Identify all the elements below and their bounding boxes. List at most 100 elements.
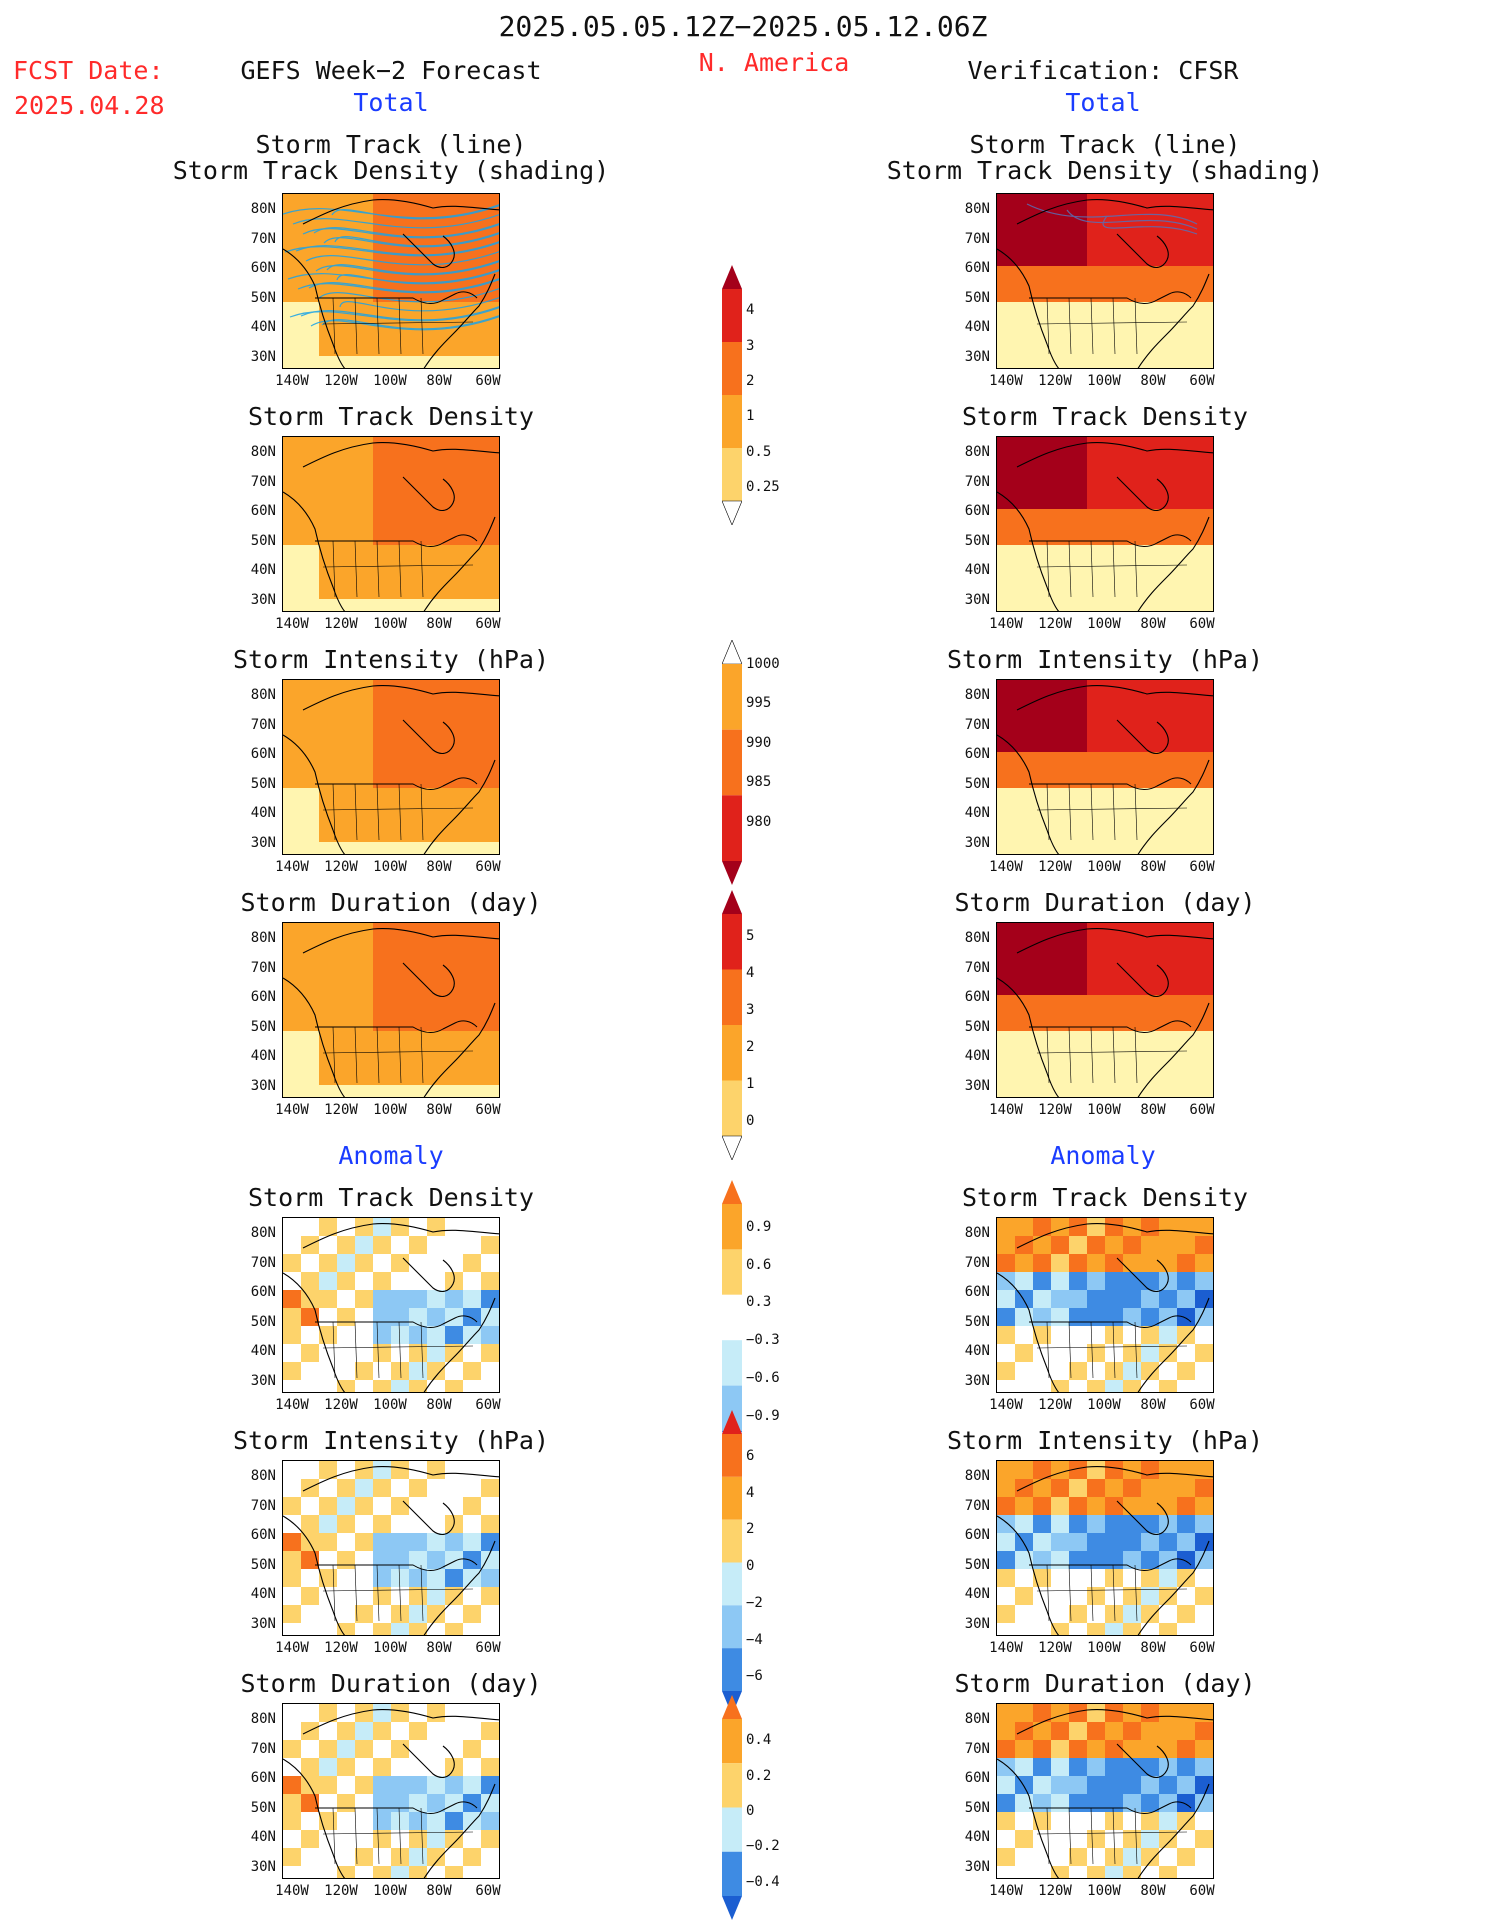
lon-tick-label: 60W <box>1189 1640 1215 1656</box>
shading-cell <box>1105 1461 1123 1479</box>
shading-cell <box>373 1085 391 1097</box>
shading-cell <box>301 1776 319 1794</box>
shading-cell <box>1177 1031 1195 1049</box>
shading-cell <box>1123 1461 1141 1479</box>
shading-cell <box>481 581 499 599</box>
shading-cell <box>1069 1515 1087 1533</box>
shading-cell <box>1051 284 1069 302</box>
shading-cell <box>499 1218 500 1236</box>
shading-cell <box>283 581 301 599</box>
shading-cell <box>463 356 481 368</box>
shading-cell <box>355 923 373 941</box>
shading-cell <box>319 1569 337 1587</box>
shading-cell <box>1033 1272 1051 1290</box>
shading-cell <box>1051 752 1069 770</box>
shading-cell <box>997 1722 1015 1740</box>
shading-cell <box>1069 806 1087 824</box>
colorbar-1 <box>721 265 743 526</box>
state-border <box>332 1564 336 1622</box>
lat-tick-label: 70N <box>964 716 990 733</box>
shading-cell <box>1033 437 1051 455</box>
country-border <box>1029 1558 1192 1572</box>
shading-cell <box>355 509 373 527</box>
shading-cell <box>1177 545 1195 563</box>
lon-tick-label: 80W <box>426 1102 452 1118</box>
lon-tick-label: 100W <box>1087 616 1121 632</box>
state-border <box>354 1321 358 1379</box>
shading-cell <box>1213 1031 1214 1049</box>
shading-cell <box>1177 527 1195 545</box>
shading-cell <box>1087 842 1105 854</box>
shading-cell <box>997 959 1015 977</box>
shading-cell <box>1159 527 1177 545</box>
shading-cell <box>1033 923 1051 941</box>
colorbar-tick-label: 2 <box>746 1521 755 1538</box>
shading-cell <box>1015 599 1033 611</box>
shading-cell <box>355 1461 373 1479</box>
shading-cell <box>319 356 337 368</box>
shading-cell <box>373 581 391 599</box>
shading-cell <box>1123 1497 1141 1515</box>
verification-panel-4-title: Storm Duration (day) <box>954 888 1256 917</box>
colorbar-tick-label: 1 <box>746 1076 755 1093</box>
shading-cell <box>283 599 301 611</box>
shading-cell <box>1195 455 1213 473</box>
shading-cell <box>1177 320 1195 338</box>
shading-cell <box>499 995 500 1013</box>
colorbar-tick-label: 0.3 <box>746 1294 772 1311</box>
shading-cell <box>1015 923 1033 941</box>
shading-cell <box>1177 284 1195 302</box>
shading-cell <box>409 1326 427 1344</box>
state-border <box>1036 807 1188 811</box>
state-border <box>398 1564 402 1622</box>
shading-cell <box>1159 1623 1177 1635</box>
shading-cell <box>337 752 355 770</box>
shading-cell <box>1069 734 1087 752</box>
shading-cell <box>1087 1515 1105 1533</box>
shading-cell <box>301 284 319 302</box>
shading-cell <box>1159 1013 1177 1031</box>
shading-cell <box>481 1272 499 1290</box>
shading-cell <box>1123 734 1141 752</box>
shading-cell <box>319 563 337 581</box>
state-border <box>1036 1588 1188 1592</box>
lat-tick-label: 30N <box>964 1615 990 1632</box>
shading-cell <box>1159 437 1177 455</box>
shading-cell <box>1177 1272 1195 1290</box>
shading-cell <box>1159 545 1177 563</box>
shading-cell <box>997 1740 1015 1758</box>
shading-cell <box>499 1049 500 1067</box>
shading-cell <box>1105 284 1123 302</box>
shading-cell <box>1177 1758 1195 1776</box>
lon-tick-label: 80W <box>426 373 452 389</box>
shading-cell <box>1141 1362 1159 1380</box>
shading-cell <box>481 545 499 563</box>
shading-cell <box>409 824 427 842</box>
shading-cell <box>1195 545 1213 563</box>
shading-cell <box>1105 473 1123 491</box>
colorbar-tick-label: 0.6 <box>746 1256 772 1273</box>
shading-cell <box>373 599 391 611</box>
shading-cell <box>1033 302 1051 320</box>
shading-cell <box>1105 1326 1123 1344</box>
shading-cell <box>301 248 319 266</box>
shading-cell <box>1159 1326 1177 1344</box>
shading-cell <box>445 824 463 842</box>
shading-cell <box>1069 1848 1087 1866</box>
shading-cell <box>301 1551 319 1569</box>
shading-cell <box>1105 824 1123 842</box>
shading-cell <box>997 1605 1015 1623</box>
shading-cell <box>1195 1218 1213 1236</box>
shading-cell <box>1213 509 1214 527</box>
shading-cell <box>337 1497 355 1515</box>
shading-cell <box>1177 1551 1195 1569</box>
shading-cell <box>391 1380 409 1392</box>
shading-cell <box>1051 1308 1069 1326</box>
shading-cell <box>283 959 301 977</box>
shading-cell <box>1033 473 1051 491</box>
shading-cell <box>1069 1049 1087 1067</box>
shading-cell <box>1087 959 1105 977</box>
state-border <box>332 1321 336 1379</box>
shading-cell <box>445 1551 463 1569</box>
shading-cell <box>463 248 481 266</box>
